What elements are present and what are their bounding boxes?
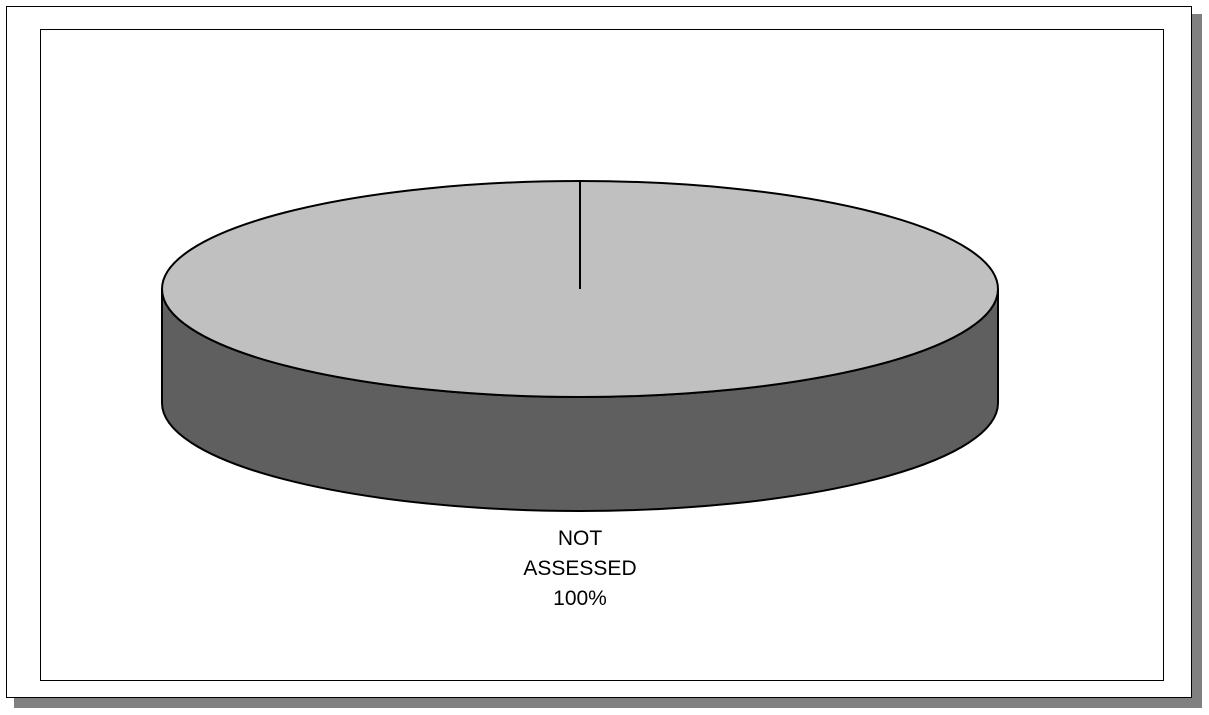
slice-label-percent: 100% (553, 587, 607, 610)
pie-3d (161, 180, 999, 512)
slice-label-category-line2: ASSESSED (523, 557, 637, 580)
slice-data-label: NOT ASSESSED 100% (480, 524, 680, 614)
slice-label-category-line1: NOT (557, 527, 603, 550)
